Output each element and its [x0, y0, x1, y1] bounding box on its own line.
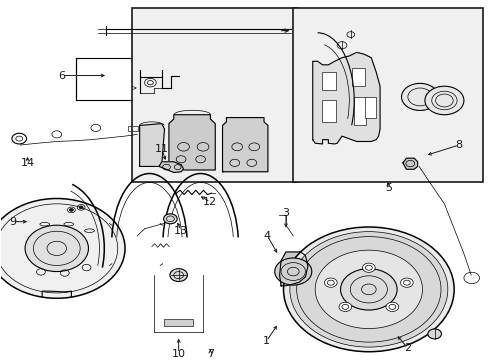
Bar [321, 72, 335, 90]
Circle shape [163, 214, 177, 224]
Polygon shape [279, 252, 307, 286]
Text: 4: 4 [264, 231, 270, 241]
Bar [163, 319, 193, 326]
Text: 2: 2 [404, 343, 410, 353]
Circle shape [400, 278, 412, 287]
Text: 8: 8 [454, 140, 462, 150]
Bar [365, 97, 375, 118]
Polygon shape [168, 115, 215, 170]
Circle shape [424, 86, 463, 115]
Text: 10: 10 [171, 348, 185, 359]
Circle shape [385, 302, 398, 311]
Text: 3: 3 [282, 208, 289, 218]
Text: 5: 5 [384, 183, 391, 193]
Text: 9: 9 [9, 217, 17, 227]
Polygon shape [159, 162, 183, 172]
Circle shape [69, 208, 73, 211]
Bar [321, 100, 335, 122]
Bar [351, 68, 365, 86]
Text: 12: 12 [203, 197, 217, 207]
Circle shape [324, 278, 336, 287]
Text: 7: 7 [206, 348, 213, 359]
Text: 13: 13 [174, 226, 188, 235]
Circle shape [25, 225, 88, 271]
Circle shape [362, 263, 374, 273]
Circle shape [315, 250, 422, 329]
Circle shape [79, 206, 83, 209]
Circle shape [401, 84, 438, 111]
Text: 1: 1 [263, 336, 269, 346]
Circle shape [283, 227, 453, 352]
Polygon shape [312, 52, 379, 144]
Polygon shape [222, 118, 267, 172]
Bar [293, 8, 483, 183]
Bar [353, 97, 366, 125]
Circle shape [169, 269, 187, 282]
Bar [132, 8, 298, 183]
Bar [128, 126, 138, 131]
Polygon shape [140, 123, 164, 166]
Circle shape [274, 258, 311, 285]
Text: 11: 11 [154, 144, 168, 154]
Circle shape [427, 329, 441, 339]
Circle shape [338, 302, 351, 311]
Circle shape [0, 198, 125, 298]
Polygon shape [402, 158, 417, 169]
Circle shape [340, 269, 396, 310]
Text: 14: 14 [20, 158, 35, 168]
Circle shape [289, 231, 447, 347]
Text: 6: 6 [58, 71, 65, 81]
